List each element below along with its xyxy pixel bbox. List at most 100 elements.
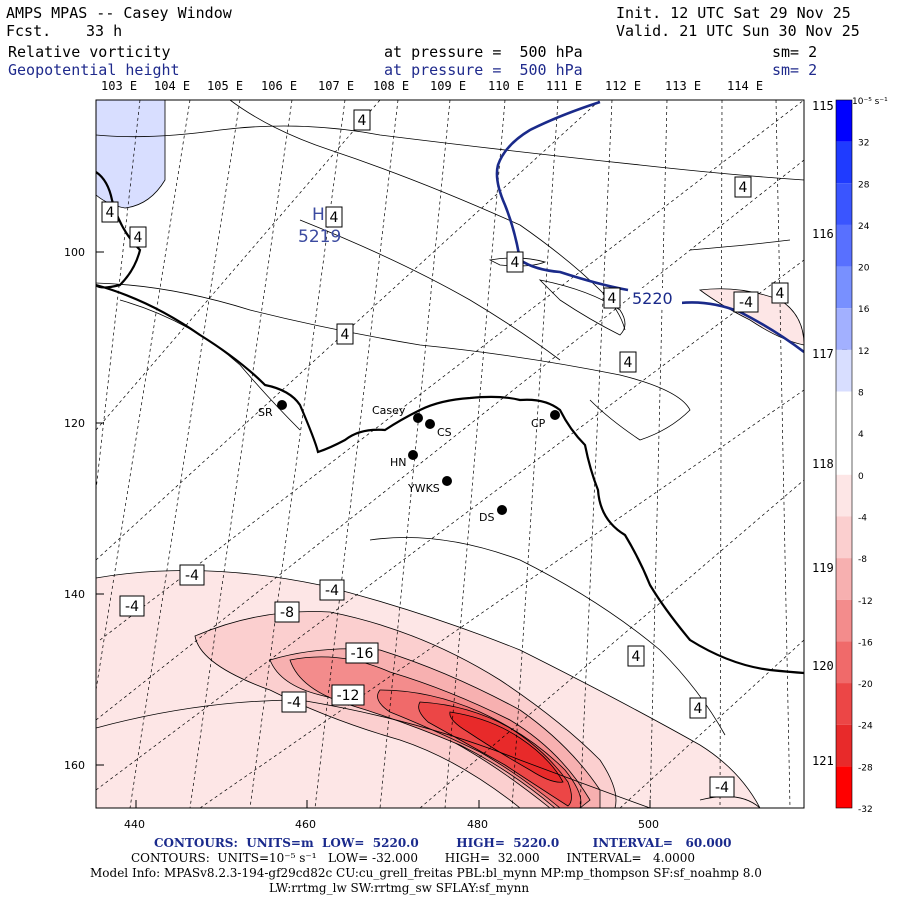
contour-label-box — [331, 684, 365, 706]
grid-line — [249, 100, 346, 808]
contour-line — [229, 100, 626, 331]
contour-label-box — [325, 206, 343, 228]
field2-name: Geopotential height — [8, 61, 180, 79]
x-tick-label: 480 — [467, 818, 488, 831]
lon-label: 107 E — [318, 79, 354, 93]
station-label-ds: DS — [479, 511, 494, 524]
contour-label: 4 — [341, 327, 350, 343]
station-marker-cp[interactable] — [550, 410, 560, 420]
field1-level: at pressure = 500 hPa — [384, 43, 583, 61]
y-tick-label: 120 — [64, 417, 85, 430]
color-bar: 32 28 24 20 16 12 8 4 0 -4 -8 -12 -16 -20 -24 -28 -32 — [835, 99, 873, 815]
colorbar-segment — [836, 349, 852, 392]
colorbar-label: -24 — [858, 722, 873, 732]
valid-time: Valid. 21 UTC Sun 30 Nov 25 — [616, 22, 860, 40]
colorbar-segment — [836, 724, 852, 767]
colorbar-label: 16 — [858, 305, 870, 315]
lon-label: 105 E — [207, 79, 243, 93]
colorbar-segment — [836, 183, 852, 225]
plot-frame — [95, 99, 805, 809]
colorbar-segment — [836, 433, 852, 475]
contour-label-box — [603, 287, 621, 309]
lon-label: 109 E — [430, 79, 466, 93]
colorbar-label: 12 — [858, 347, 869, 357]
colorbar-label: -8 — [858, 555, 867, 565]
colorbar-label: -4 — [858, 513, 867, 523]
contour-label: -4 — [325, 583, 339, 599]
station-marker-hn[interactable] — [408, 450, 418, 460]
axis-labels: 100 120 140 160 440 460 480 500 — [64, 246, 659, 831]
contour-label: -4 — [125, 599, 139, 615]
contour-label: 4 — [624, 355, 633, 371]
contour-label-box — [179, 564, 205, 586]
contour-label-box — [101, 201, 119, 223]
contour-label: 4 — [694, 701, 703, 717]
y-tick-label: 100 — [64, 246, 85, 259]
model-title: AMPS MPAS -- Casey Window — [6, 4, 232, 22]
colorbar-segment — [836, 308, 852, 350]
contour-line — [689, 239, 791, 251]
station-marker-cs[interactable] — [425, 419, 435, 429]
grid-line — [419, 479, 804, 808]
contour-label-box — [771, 282, 789, 304]
colorbar-label: -16 — [858, 638, 873, 648]
footer-vorticity-contours: CONTOURS: UNITS=10⁻⁵ s⁻¹ LOW= -32.000 HI… — [131, 851, 695, 865]
contour-label-box — [734, 176, 752, 198]
contour-label: -12 — [337, 688, 360, 704]
contour-line — [96, 125, 804, 181]
contour-label: -8 — [280, 605, 294, 621]
station-label-cp: CP — [531, 417, 546, 430]
colorbar-label: 8 — [858, 389, 864, 399]
footer-physics-info: LW:rrtmg_lw SW:rrtmg_sw SFLAY:sf_mynn — [269, 881, 530, 895]
colorbar-segment — [836, 474, 852, 517]
contour-label: -16 — [351, 646, 374, 662]
colorbar-segment — [836, 766, 852, 808]
lon-label: 110 E — [488, 79, 524, 93]
map-field — [96, 100, 804, 808]
station-marker-casey[interactable] — [413, 413, 423, 423]
station-label-hn: HN — [390, 456, 407, 469]
colorbar-segment — [836, 641, 852, 684]
contour-label-box — [733, 291, 759, 313]
x-tick-label: 460 — [295, 818, 316, 831]
grid-line — [579, 100, 613, 808]
contour-label: 4 — [106, 205, 115, 221]
field1-smooth: sm= 2 — [772, 43, 818, 61]
footer-height-contours: CONTOURS: UNITS=m LOW= 5220.0 HIGH= 5220… — [154, 836, 732, 850]
grid-line — [511, 100, 559, 808]
colorbar-segment — [836, 558, 852, 600]
contour-label: -4 — [739, 295, 753, 311]
contour-label: -4 — [715, 780, 729, 796]
lon-label: 103 E — [101, 79, 137, 93]
height-label-box — [630, 288, 682, 308]
grid-line — [775, 100, 791, 808]
colorbar-label: -32 — [858, 805, 873, 815]
contour-label: -4 — [287, 695, 301, 711]
colorbar-segment — [836, 516, 852, 559]
contour-label: 4 — [330, 210, 339, 226]
x-tick-label: 440 — [124, 818, 145, 831]
grid-line — [649, 100, 668, 808]
lon-label: 114 E — [727, 79, 763, 93]
high-marker: H — [312, 205, 325, 225]
grid-line — [314, 100, 399, 808]
station-marker-sr[interactable] — [277, 400, 287, 410]
station-marker-ds[interactable] — [497, 505, 507, 515]
contour-label-box — [506, 251, 524, 273]
x-tick-label: 500 — [638, 818, 659, 831]
station-marker-ywks[interactable] — [442, 476, 452, 486]
contour-label-box — [274, 601, 300, 623]
grid-line — [444, 100, 506, 808]
field2-level: at pressure = 500 hPa — [384, 61, 583, 79]
y-tick-label: 140 — [64, 588, 85, 601]
lon-label: 108 E — [373, 79, 409, 93]
lat-lon-grid — [96, 100, 804, 808]
colorbar-unit: 10⁻⁵ s⁻¹ — [852, 97, 888, 107]
lon-label: 111 E — [546, 79, 582, 93]
contour-label: 4 — [511, 255, 520, 271]
colorbar-segment — [836, 683, 852, 725]
contour-label: 4 — [608, 291, 617, 307]
contour-line — [299, 219, 561, 361]
colorbar-segment — [836, 224, 852, 267]
